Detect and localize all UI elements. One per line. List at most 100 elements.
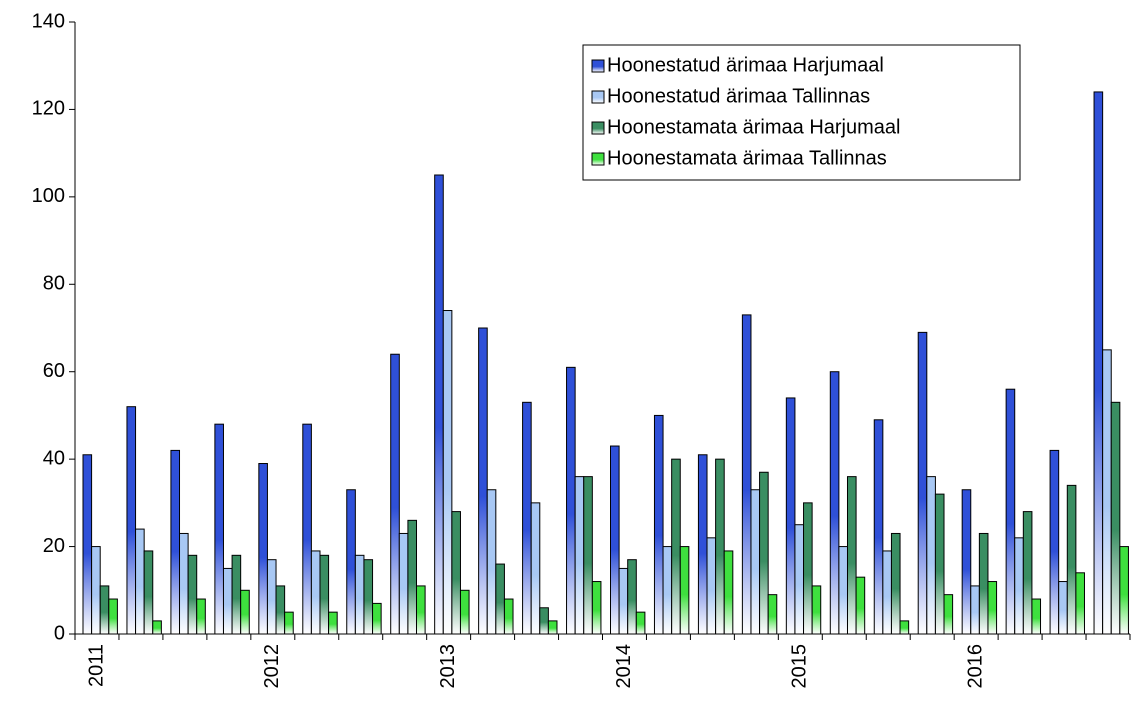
bar <box>803 502 813 635</box>
x-tick-label: 2016 <box>964 644 986 689</box>
bar <box>372 602 382 635</box>
legend-swatch <box>591 121 605 135</box>
bar <box>627 559 637 635</box>
bar <box>135 528 145 635</box>
bar <box>811 585 822 635</box>
bar <box>143 550 154 635</box>
bar <box>750 489 761 635</box>
bar <box>302 423 312 635</box>
bar <box>1022 511 1033 635</box>
bar <box>882 550 892 635</box>
y-tick-label: 100 <box>32 185 65 207</box>
bar <box>99 585 110 635</box>
bar <box>987 581 998 635</box>
bar <box>231 554 242 635</box>
bar <box>459 589 470 635</box>
bar <box>1119 546 1129 635</box>
bar <box>319 554 330 635</box>
bar <box>108 598 118 635</box>
legend: Hoonestatud ärimaa Harjumaal Hoonestatud … <box>582 44 1021 181</box>
bar <box>583 476 593 635</box>
bar <box>706 537 717 635</box>
y-tick-label: 60 <box>43 360 65 382</box>
y-tick-label: 80 <box>43 273 65 295</box>
bar <box>591 581 602 635</box>
bar <box>855 576 866 635</box>
bar <box>539 607 549 635</box>
legend-label: Hoonestatud ärimaa Tallinnas <box>607 85 870 107</box>
legend-box <box>582 44 1021 181</box>
x-tick-label: 2013 <box>437 644 459 689</box>
bar <box>890 532 901 635</box>
bar <box>328 611 338 635</box>
x-tick-label: 2015 <box>789 644 811 689</box>
bar <box>275 585 286 635</box>
bar <box>398 532 409 635</box>
bar <box>495 563 505 635</box>
bar <box>196 598 206 635</box>
bar <box>610 445 620 635</box>
legend-label: Hoonestamata ärimaa Tallinnas <box>607 147 887 169</box>
bar <box>635 611 646 635</box>
bar <box>442 310 453 635</box>
bar <box>82 454 93 635</box>
bar <box>284 611 294 635</box>
bar <box>618 567 629 635</box>
bar <box>530 502 541 635</box>
bar <box>566 366 576 635</box>
bar <box>873 419 884 635</box>
bar <box>794 524 805 635</box>
bar <box>697 454 708 635</box>
bar <box>899 620 910 635</box>
bar <box>723 550 734 635</box>
bar <box>258 463 268 635</box>
bar <box>767 594 778 635</box>
bar <box>266 559 277 635</box>
bar <box>310 550 321 635</box>
y-tick-label: 140 <box>32 10 65 32</box>
bar <box>126 406 137 635</box>
bar <box>179 532 189 635</box>
bar <box>434 174 444 635</box>
bar <box>671 458 681 635</box>
bar <box>390 353 400 635</box>
legend-swatch <box>591 90 605 104</box>
bar <box>978 532 989 635</box>
x-tick-label: 2012 <box>261 644 283 689</box>
bar <box>846 476 857 635</box>
bar <box>943 594 954 635</box>
bar <box>478 327 488 635</box>
bar <box>407 519 418 635</box>
bar <box>1031 598 1042 635</box>
bar <box>1058 581 1068 635</box>
y-tick-label: 0 <box>54 622 65 644</box>
bar <box>917 331 928 635</box>
bar <box>653 414 664 635</box>
bar <box>451 511 461 635</box>
bar <box>679 546 690 635</box>
bar <box>170 449 181 635</box>
bar <box>1102 349 1112 635</box>
bar <box>1075 572 1085 635</box>
bar <box>522 401 532 635</box>
bar <box>961 489 972 635</box>
x-tick-label: 2011 <box>85 644 107 687</box>
bar <box>240 589 250 635</box>
bar <box>1093 91 1104 635</box>
bar <box>574 476 585 635</box>
bar <box>222 567 233 635</box>
bar <box>970 585 980 635</box>
bar <box>829 371 840 635</box>
bar <box>416 585 426 635</box>
bar <box>346 489 356 635</box>
bar <box>547 620 558 635</box>
bar <box>152 620 162 635</box>
bar <box>926 476 936 635</box>
bar <box>486 489 497 635</box>
bar <box>662 546 673 635</box>
legend-swatch <box>591 59 605 73</box>
bar <box>1014 537 1024 635</box>
y-tick-label: 40 <box>43 447 65 469</box>
bar <box>187 554 198 635</box>
